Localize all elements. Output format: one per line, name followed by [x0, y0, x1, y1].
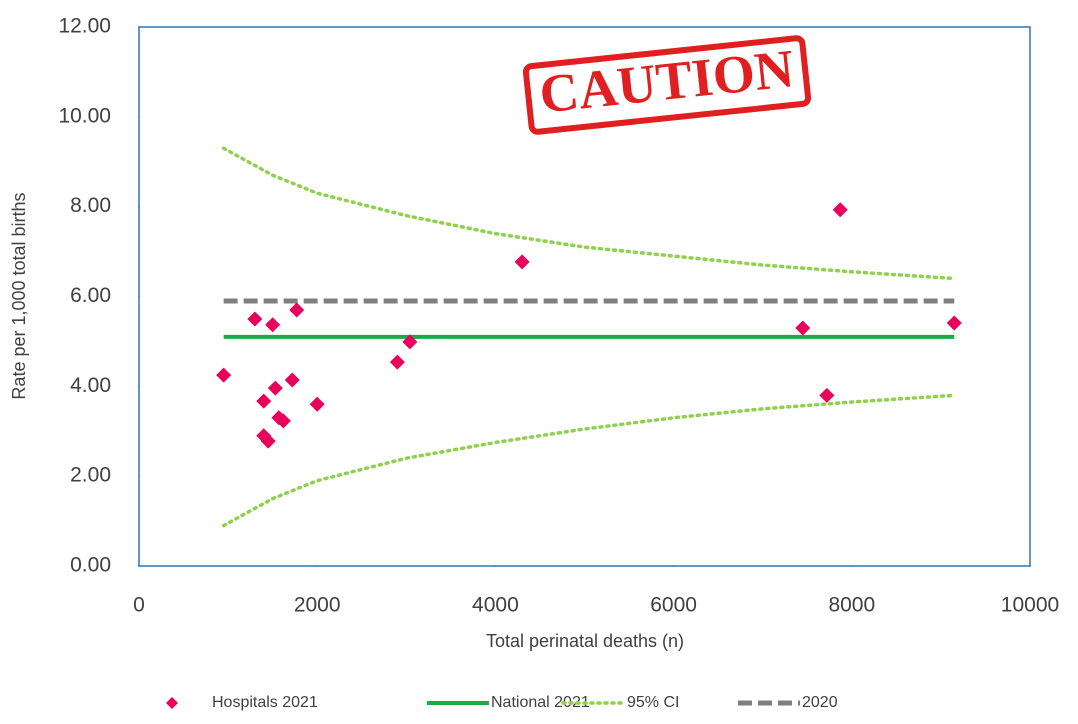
y-tick-label: 0.00: [70, 554, 111, 577]
point: [247, 311, 263, 327]
x-tick-label: 10000: [1001, 594, 1059, 617]
y-tick-label: 6.00: [70, 284, 111, 307]
point: [216, 367, 232, 383]
point: [289, 302, 305, 318]
point: [795, 320, 811, 336]
caution-stamp: CAUTION: [522, 35, 812, 135]
point: [260, 433, 276, 449]
point: [275, 413, 291, 429]
x-tick-label: 2000: [294, 594, 341, 617]
y-tick-label: 2.00: [70, 464, 111, 487]
x-tick-label: 6000: [650, 594, 697, 617]
y-tick-label: 4.00: [70, 374, 111, 397]
y-tick-label: 10.00: [58, 104, 111, 127]
point: [265, 317, 281, 333]
x-tick-label: 8000: [828, 594, 875, 617]
point: [832, 202, 848, 218]
point: [309, 396, 325, 412]
x-tick-label: 4000: [472, 594, 519, 617]
x-axis-title: Total perinatal deaths (n): [486, 631, 684, 651]
point: [389, 354, 405, 370]
stamp-border: [522, 35, 812, 135]
y-tick-label: 12.00: [58, 15, 111, 38]
point: [402, 334, 418, 350]
point: [284, 372, 300, 388]
line-upper: [221, 146, 957, 281]
y-axis-title: Rate per 1,000 total births: [9, 192, 29, 399]
point: [514, 254, 530, 270]
point: [256, 393, 272, 409]
legend-label: 2020: [802, 694, 838, 711]
point: [946, 315, 962, 331]
legend-marker: [166, 697, 178, 709]
line-lower: [221, 393, 957, 528]
legend-label: National 2021: [491, 694, 590, 711]
y-tick-label: 8.00: [70, 194, 111, 217]
x-tick-label: 0: [133, 594, 145, 617]
legend-label: 95% CI: [627, 694, 679, 711]
point: [267, 380, 283, 396]
point: [819, 387, 835, 403]
legend-label: Hospitals 2021: [212, 694, 318, 711]
